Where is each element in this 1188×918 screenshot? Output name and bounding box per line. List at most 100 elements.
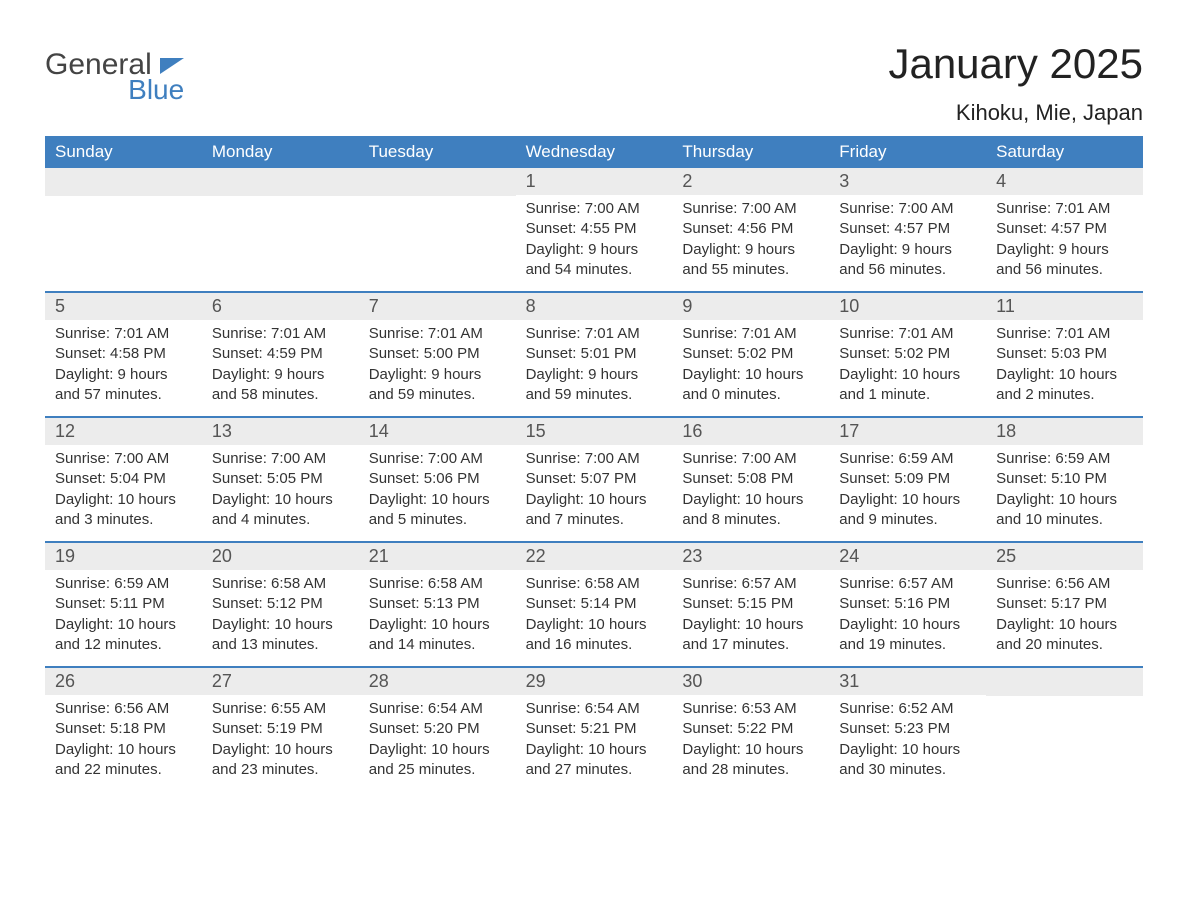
daylight-line: Daylight: 10 hours and 5 minutes. xyxy=(369,490,506,531)
day-body: Sunrise: 7:00 AMSunset: 5:04 PMDaylight:… xyxy=(45,445,202,538)
daylight-line: Daylight: 10 hours and 9 minutes. xyxy=(839,490,976,531)
day-number-row: 1 xyxy=(516,168,673,195)
sunrise-line: Sunrise: 7:00 AM xyxy=(212,449,349,469)
calendar-day: 11Sunrise: 7:01 AMSunset: 5:03 PMDayligh… xyxy=(986,293,1143,416)
daylight-line: Daylight: 9 hours and 55 minutes. xyxy=(682,240,819,281)
day-body: Sunrise: 7:01 AMSunset: 5:03 PMDaylight:… xyxy=(986,320,1143,413)
sunset-line: Sunset: 5:02 PM xyxy=(839,344,976,364)
day-number-row: 4 xyxy=(986,168,1143,195)
calendar-day: 25Sunrise: 6:56 AMSunset: 5:17 PMDayligh… xyxy=(986,543,1143,666)
day-number-row: 19 xyxy=(45,543,202,570)
sunset-line: Sunset: 5:00 PM xyxy=(369,344,506,364)
day-number: 26 xyxy=(55,671,75,691)
day-number-row: 11 xyxy=(986,293,1143,320)
sunset-line: Sunset: 4:59 PM xyxy=(212,344,349,364)
calendar-day: 29Sunrise: 6:54 AMSunset: 5:21 PMDayligh… xyxy=(516,668,673,791)
day-number-row: 21 xyxy=(359,543,516,570)
sunrise-line: Sunrise: 7:00 AM xyxy=(526,199,663,219)
day-number-row: 14 xyxy=(359,418,516,445)
calendar-day: 19Sunrise: 6:59 AMSunset: 5:11 PMDayligh… xyxy=(45,543,202,666)
day-number-row: 5 xyxy=(45,293,202,320)
sunset-line: Sunset: 5:01 PM xyxy=(526,344,663,364)
sunrise-line: Sunrise: 7:01 AM xyxy=(212,324,349,344)
daylight-line: Daylight: 9 hours and 59 minutes. xyxy=(369,365,506,406)
calendar-day: 16Sunrise: 7:00 AMSunset: 5:08 PMDayligh… xyxy=(672,418,829,541)
day-body: Sunrise: 6:56 AMSunset: 5:17 PMDaylight:… xyxy=(986,570,1143,663)
calendar-day: 12 Sunrise: 7:00 AMSunset: 5:04 PMDayligh… xyxy=(45,418,202,541)
day-body: Sunrise: 6:58 AMSunset: 5:14 PMDaylight:… xyxy=(516,570,673,663)
day-body: Sunrise: 6:53 AMSunset: 5:22 PMDaylight:… xyxy=(672,695,829,788)
sunrise-line: Sunrise: 6:58 AM xyxy=(526,574,663,594)
day-body: Sunrise: 6:57 AMSunset: 5:15 PMDaylight:… xyxy=(672,570,829,663)
day-number-row: 29 xyxy=(516,668,673,695)
sunset-line: Sunset: 4:55 PM xyxy=(526,219,663,239)
day-body: Sunrise: 6:59 AMSunset: 5:09 PMDaylight:… xyxy=(829,445,986,538)
sunset-line: Sunset: 5:20 PM xyxy=(369,719,506,739)
calendar-head-cell: Sunday xyxy=(45,136,202,168)
day-number: 24 xyxy=(839,546,859,566)
sunrise-line: Sunrise: 6:52 AM xyxy=(839,699,976,719)
sunset-line: Sunset: 5:18 PM xyxy=(55,719,192,739)
day-number-row: 24 xyxy=(829,543,986,570)
calendar-day: 27Sunrise: 6:55 AMSunset: 5:19 PMDayligh… xyxy=(202,668,359,791)
daylight-line: Daylight: 9 hours and 59 minutes. xyxy=(526,365,663,406)
day-number: 9 xyxy=(682,296,692,316)
sunrise-line: Sunrise: 7:00 AM xyxy=(526,449,663,469)
header: General Blue January 2025 Kihoku, Mie, J… xyxy=(45,40,1143,126)
day-number: 12 xyxy=(55,421,75,441)
day-body: Sunrise: 6:57 AMSunset: 5:16 PMDaylight:… xyxy=(829,570,986,663)
day-body: Sunrise: 7:01 AMSunset: 4:59 PMDaylight:… xyxy=(202,320,359,413)
day-number: 4 xyxy=(996,171,1006,191)
calendar-week: 26Sunrise: 6:56 AMSunset: 5:18 PMDayligh… xyxy=(45,666,1143,791)
day-number-row: 12 xyxy=(45,418,202,445)
sunrise-line: Sunrise: 6:59 AM xyxy=(996,449,1133,469)
sunset-line: Sunset: 5:19 PM xyxy=(212,719,349,739)
calendar-day: 26 Sunrise: 6:56 AMSunset: 5:18 PMDayligh… xyxy=(45,668,202,791)
daylight-line: Daylight: 10 hours and 4 minutes. xyxy=(212,490,349,531)
day-body: Sunrise: 6:58 AMSunset: 5:12 PMDaylight:… xyxy=(202,570,359,663)
day-number: 17 xyxy=(839,421,859,441)
day-body: Sunrise: 6:56 AMSunset: 5:18 PMDaylight:… xyxy=(45,695,202,788)
day-number: 15 xyxy=(526,421,546,441)
day-body: Sunrise: 7:01 AMSunset: 5:01 PMDaylight:… xyxy=(516,320,673,413)
sunset-line: Sunset: 5:06 PM xyxy=(369,469,506,489)
day-number-row: 17 xyxy=(829,418,986,445)
daylight-line: Daylight: 9 hours and 54 minutes. xyxy=(526,240,663,281)
day-number: 21 xyxy=(369,546,389,566)
calendar-day: 13Sunrise: 7:00 AMSunset: 5:05 PMDayligh… xyxy=(202,418,359,541)
day-number-row: 28 xyxy=(359,668,516,695)
sunrise-line: Sunrise: 7:01 AM xyxy=(996,199,1133,219)
day-number: 18 xyxy=(996,421,1016,441)
day-body: Sunrise: 7:01 AMSunset: 5:02 PMDaylight:… xyxy=(829,320,986,413)
day-number-row: 10 xyxy=(829,293,986,320)
daylight-line: Daylight: 9 hours and 57 minutes. xyxy=(55,365,192,406)
sunrise-line: Sunrise: 6:54 AM xyxy=(369,699,506,719)
sunset-line: Sunset: 5:04 PM xyxy=(55,469,192,489)
sunrise-line: Sunrise: 6:59 AM xyxy=(839,449,976,469)
day-number: 1 xyxy=(526,171,536,191)
calendar-day-empty xyxy=(202,168,359,291)
daylight-line: Daylight: 10 hours and 25 minutes. xyxy=(369,740,506,781)
sunset-line: Sunset: 4:57 PM xyxy=(839,219,976,239)
calendar-head-cell: Friday xyxy=(829,136,986,168)
sunrise-line: Sunrise: 6:58 AM xyxy=(369,574,506,594)
calendar-day: 20Sunrise: 6:58 AMSunset: 5:12 PMDayligh… xyxy=(202,543,359,666)
calendar-day: 15 Sunrise: 7:00 AMSunset: 5:07 PMDayligh… xyxy=(516,418,673,541)
day-body: Sunrise: 6:59 AMSunset: 5:10 PMDaylight:… xyxy=(986,445,1143,538)
sunset-line: Sunset: 4:57 PM xyxy=(996,219,1133,239)
sunrise-line: Sunrise: 6:56 AM xyxy=(55,699,192,719)
calendar-day: 23Sunrise: 6:57 AMSunset: 5:15 PMDayligh… xyxy=(672,543,829,666)
day-number-row: 7 xyxy=(359,293,516,320)
calendar-day: 3Sunrise: 7:00 AMSunset: 4:57 PMDaylight… xyxy=(829,168,986,291)
day-body: Sunrise: 7:01 AMSunset: 4:57 PMDaylight:… xyxy=(986,195,1143,288)
calendar-day-empty xyxy=(45,168,202,291)
day-body: Sunrise: 6:54 AMSunset: 5:21 PMDaylight:… xyxy=(516,695,673,788)
day-number-row: 25 xyxy=(986,543,1143,570)
day-number-row: 20 xyxy=(202,543,359,570)
calendar-day: 18 Sunrise: 6:59 AMSunset: 5:10 PMDayligh… xyxy=(986,418,1143,541)
day-number-row: 13 xyxy=(202,418,359,445)
daylight-line: Daylight: 10 hours and 8 minutes. xyxy=(682,490,819,531)
daylight-line: Daylight: 10 hours and 0 minutes. xyxy=(682,365,819,406)
day-body: Sunrise: 7:00 AMSunset: 5:07 PMDaylight:… xyxy=(516,445,673,538)
calendar-week: 5Sunrise: 7:01 AMSunset: 4:58 PMDaylight… xyxy=(45,291,1143,416)
